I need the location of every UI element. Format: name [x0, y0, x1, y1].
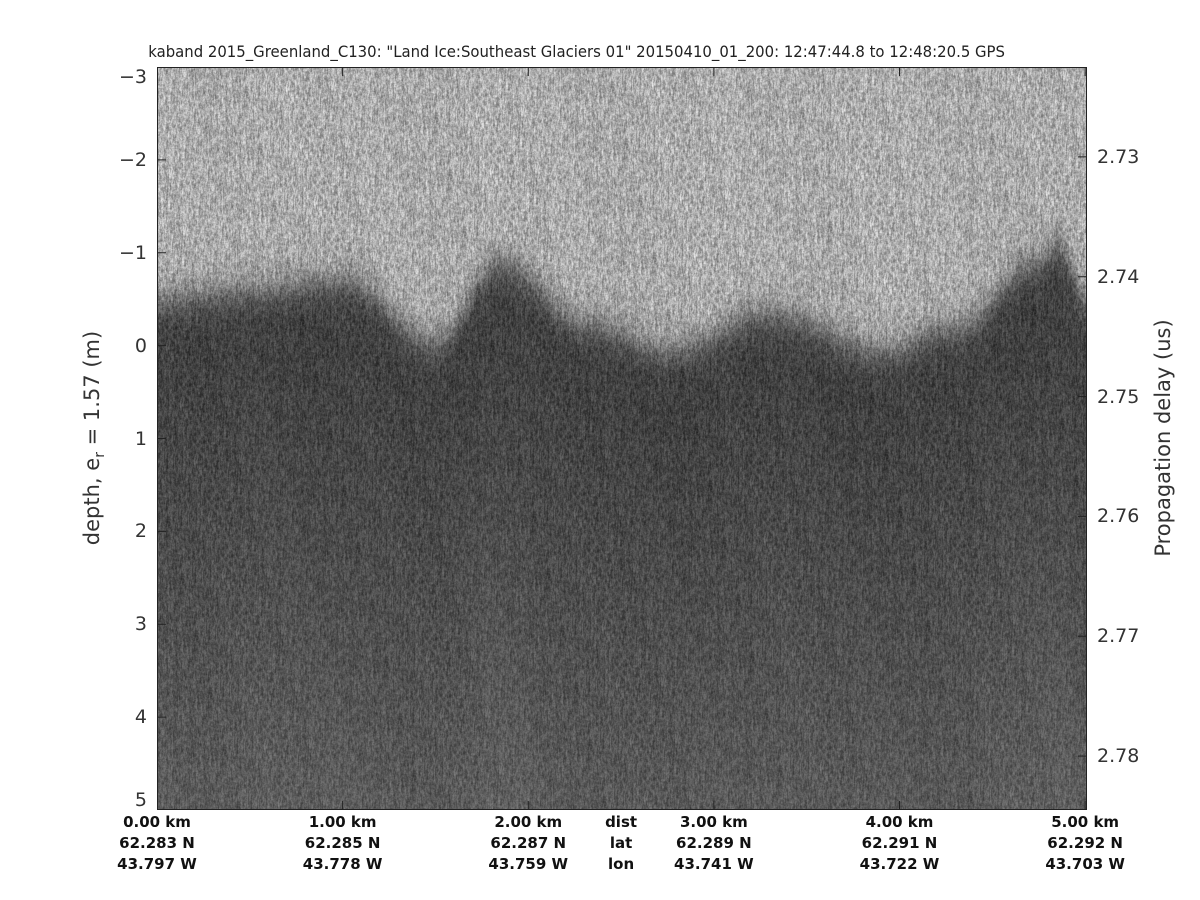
x-tick-lon-label: 43.759 W — [488, 855, 569, 873]
left-y-tick-label: −2 — [118, 148, 147, 171]
x-tick-lat-label: 62.291 N — [861, 834, 938, 852]
x-tick-lat-label: 62.285 N — [304, 834, 381, 852]
axes-box — [157, 67, 1087, 810]
x-tick-lon-label: 43.703 W — [1045, 855, 1125, 873]
x-tick-dist-label: 3.00 km — [679, 813, 748, 831]
x-tick-dist-label: 5.00 km — [1051, 813, 1120, 831]
x-tick-dist-label: 0.00 km — [123, 813, 191, 831]
x-tick-row-name-label: dist — [605, 813, 638, 831]
right-y-axis-label: Propagation delay (us) — [1151, 319, 1175, 557]
x-tick-lon-label: 43.778 W — [302, 855, 383, 873]
right-y-tick-label: 2.75 — [1097, 385, 1140, 408]
x-tick-row-name-label: lat — [609, 834, 633, 852]
x-tick-lon-label: 43.722 W — [859, 855, 940, 873]
right-y-tick-label: 2.78 — [1097, 745, 1140, 768]
x-tick-lat-label: 62.289 N — [676, 834, 752, 852]
radar-echogram-image — [157, 67, 1087, 810]
left-y-tick-label: 0 — [134, 334, 147, 357]
left-y-tick-label: 2 — [134, 520, 147, 543]
axes-frame — [157, 67, 1087, 810]
x-tick-lat-label: 62.283 N — [119, 834, 195, 852]
left-y-tick-label: 5 — [134, 789, 147, 811]
left-y-tick-label: 3 — [134, 613, 147, 636]
ylabel-suffix: = 1.57 (m) — [79, 330, 104, 453]
x-tick-lat-label: 62.292 N — [1047, 834, 1123, 852]
x-tick-row-name-label: lon — [607, 855, 635, 873]
left-y-tick-label: 1 — [134, 427, 147, 450]
ylabel-subscript: r — [92, 452, 109, 458]
x-tick-lat-label: 62.287 N — [490, 834, 567, 852]
left-y-tick-label: −3 — [118, 66, 147, 88]
right-y-tick-label: 2.73 — [1097, 145, 1140, 168]
ylabel-prefix: depth, e — [79, 457, 104, 546]
chart-title: kaband 2015_Greenland_C130: "Land Ice:So… — [148, 42, 1005, 61]
left-y-tick-label: −1 — [118, 241, 147, 264]
left-y-tick-label: 4 — [134, 706, 147, 729]
x-tick-dist-label: 4.00 km — [865, 813, 934, 831]
x-tick-dist-label: 2.00 km — [494, 813, 563, 831]
x-tick-lon-label: 43.741 W — [674, 855, 754, 873]
plot-area — [157, 67, 1087, 810]
left-y-axis-label: depth, er = 1.57 (m) — [80, 331, 108, 545]
right-y-tick-label: 2.76 — [1097, 505, 1140, 528]
x-tick-lon-label: 43.797 W — [117, 855, 197, 873]
right-y-tick-label: 2.74 — [1097, 265, 1140, 288]
x-tick-dist-label: 1.00 km — [308, 813, 377, 831]
right-y-tick-label: 2.77 — [1097, 625, 1140, 648]
